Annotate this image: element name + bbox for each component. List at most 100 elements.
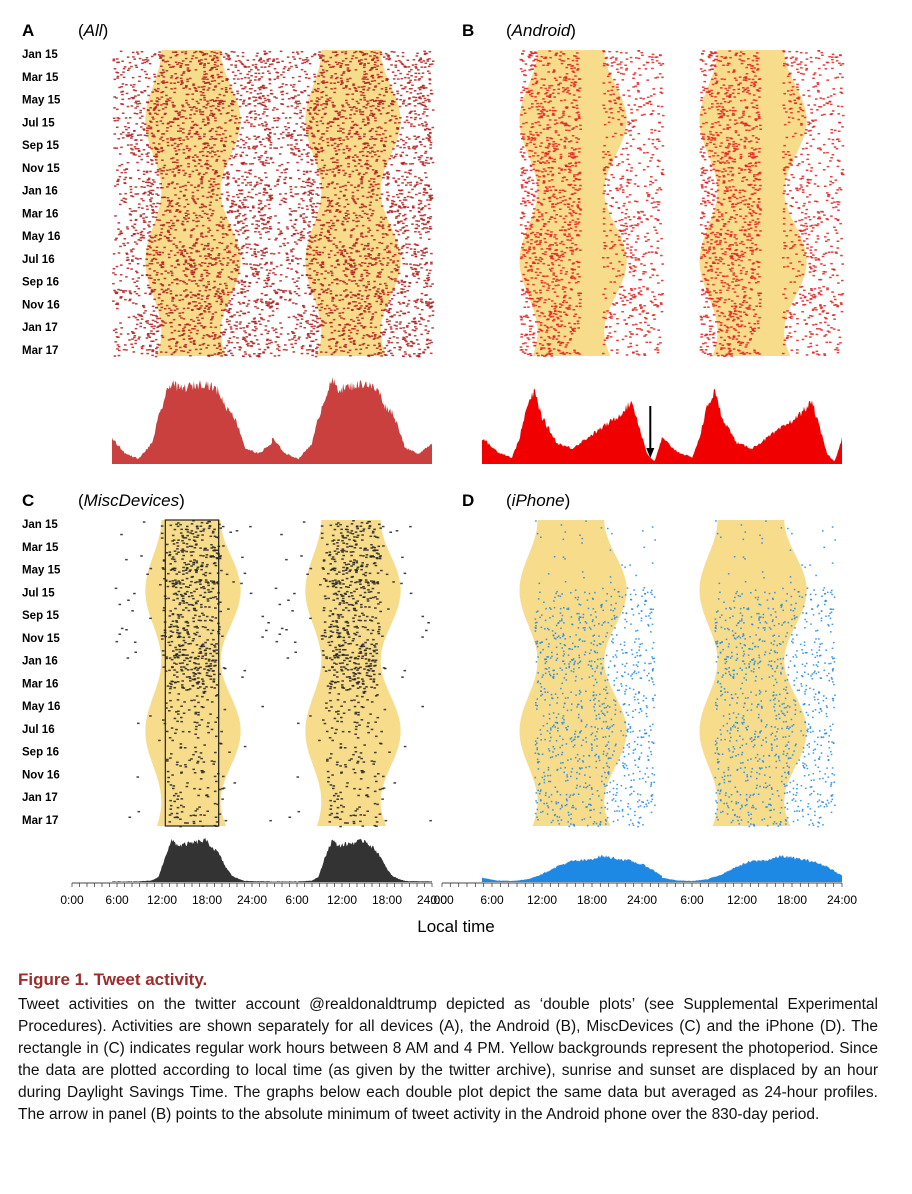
tweet-dot [341, 105, 345, 108]
tweet-dot [133, 146, 137, 148]
tweet-dot [176, 161, 179, 164]
tweet-dot [163, 246, 166, 249]
tweet-dot [130, 147, 133, 150]
tweet-dot [178, 312, 181, 314]
tweet-dot [245, 251, 249, 254]
tweet-dot [303, 123, 307, 125]
tweet-dot [136, 193, 140, 195]
tweet-dot [316, 130, 320, 133]
tweet-dot [373, 280, 376, 283]
tweet-dot [205, 269, 209, 272]
tweet-dot [391, 71, 395, 73]
tweet-dot [399, 117, 402, 119]
tweet-dot [428, 51, 432, 53]
tweet-dot [379, 283, 382, 285]
tweet-dot [176, 76, 179, 79]
tweet-dot [115, 331, 118, 334]
tweet-dot [172, 106, 175, 108]
tweet-dot [119, 322, 122, 324]
tweet-dot [204, 107, 208, 109]
tweet-dot [207, 119, 210, 121]
tweet-dot [387, 309, 391, 312]
tweet-dot [159, 264, 162, 266]
tweet-dot [395, 217, 398, 219]
tweet-dot [236, 210, 239, 213]
tweet-dot [198, 314, 202, 316]
tweet-dot [407, 299, 411, 302]
tweet-dot [126, 242, 130, 244]
tweet-dot [247, 311, 250, 313]
tweet-dot [293, 58, 296, 60]
tweet-dot [146, 59, 150, 61]
tweet-dot [336, 259, 340, 261]
tweet-dot [370, 319, 373, 321]
tweet-dot [358, 60, 361, 63]
tweet-dot [198, 214, 202, 217]
tweet-dot [170, 353, 174, 356]
tweet-dot [160, 266, 164, 269]
tweet-dot [210, 214, 213, 217]
tweet-dot [379, 303, 383, 305]
tweet-dot [376, 291, 380, 293]
tweet-dot [339, 164, 343, 167]
tweet-dot [146, 264, 149, 267]
tweet-dot [405, 336, 408, 338]
tweet-dot [174, 55, 178, 57]
tweet-dot [299, 237, 303, 239]
tweet-dot [167, 272, 170, 274]
tweet-dot [291, 259, 294, 261]
tweet-dot [356, 322, 360, 325]
tweet-dot [186, 220, 189, 223]
tweet-dot [132, 210, 136, 212]
tweet-dot [387, 302, 391, 304]
tweet-dot [131, 133, 134, 135]
tweet-dot [299, 234, 303, 236]
tweet-dot [394, 180, 398, 182]
tweet-dot [347, 335, 351, 337]
tweet-dot [294, 193, 298, 195]
tweet-dot [153, 53, 157, 55]
tweet-dot [304, 59, 307, 61]
tweet-dot [158, 344, 161, 346]
tweet-dot [139, 257, 142, 260]
tweet-dot [312, 134, 315, 136]
tweet-dot [400, 220, 403, 222]
tweet-dot [200, 94, 203, 96]
tweet-dot [407, 146, 410, 148]
tweet-dot [396, 268, 399, 271]
tweet-dot [407, 66, 411, 68]
tweet-dot [338, 241, 342, 243]
tweet-dot [145, 216, 148, 218]
tweet-dot [279, 274, 283, 276]
tweet-dot [156, 174, 160, 176]
tweet-dot [340, 81, 344, 83]
tweet-dot [270, 306, 273, 308]
tweet-dot [206, 297, 209, 300]
tweet-dot [373, 239, 376, 241]
tweet-dot [405, 251, 409, 254]
tweet-dot [295, 123, 298, 125]
tweet-dot [176, 166, 180, 168]
tweet-dot [317, 239, 321, 241]
tweet-dot [399, 72, 402, 75]
tweet-dot [203, 85, 206, 88]
tweet-dot [355, 100, 359, 103]
tweet-dot [342, 280, 345, 283]
tweet-dot [207, 253, 210, 255]
tweet-dot [181, 246, 185, 248]
tweet-dot [369, 322, 373, 324]
tweet-dot [333, 87, 337, 90]
tweet-dot [308, 146, 311, 148]
tweet-dot [348, 106, 352, 108]
tweet-dot [129, 134, 133, 136]
tweet-dot [343, 228, 347, 231]
tweet-dot [319, 57, 322, 59]
tweet-dot [173, 175, 176, 177]
tweet-dot [315, 155, 319, 157]
tweet-dot [291, 76, 295, 79]
tweet-dot [360, 177, 364, 179]
tweet-dot [125, 252, 128, 254]
tweet-dot [142, 304, 145, 307]
tweet-dot [422, 86, 425, 89]
tweet-dot [206, 244, 210, 247]
